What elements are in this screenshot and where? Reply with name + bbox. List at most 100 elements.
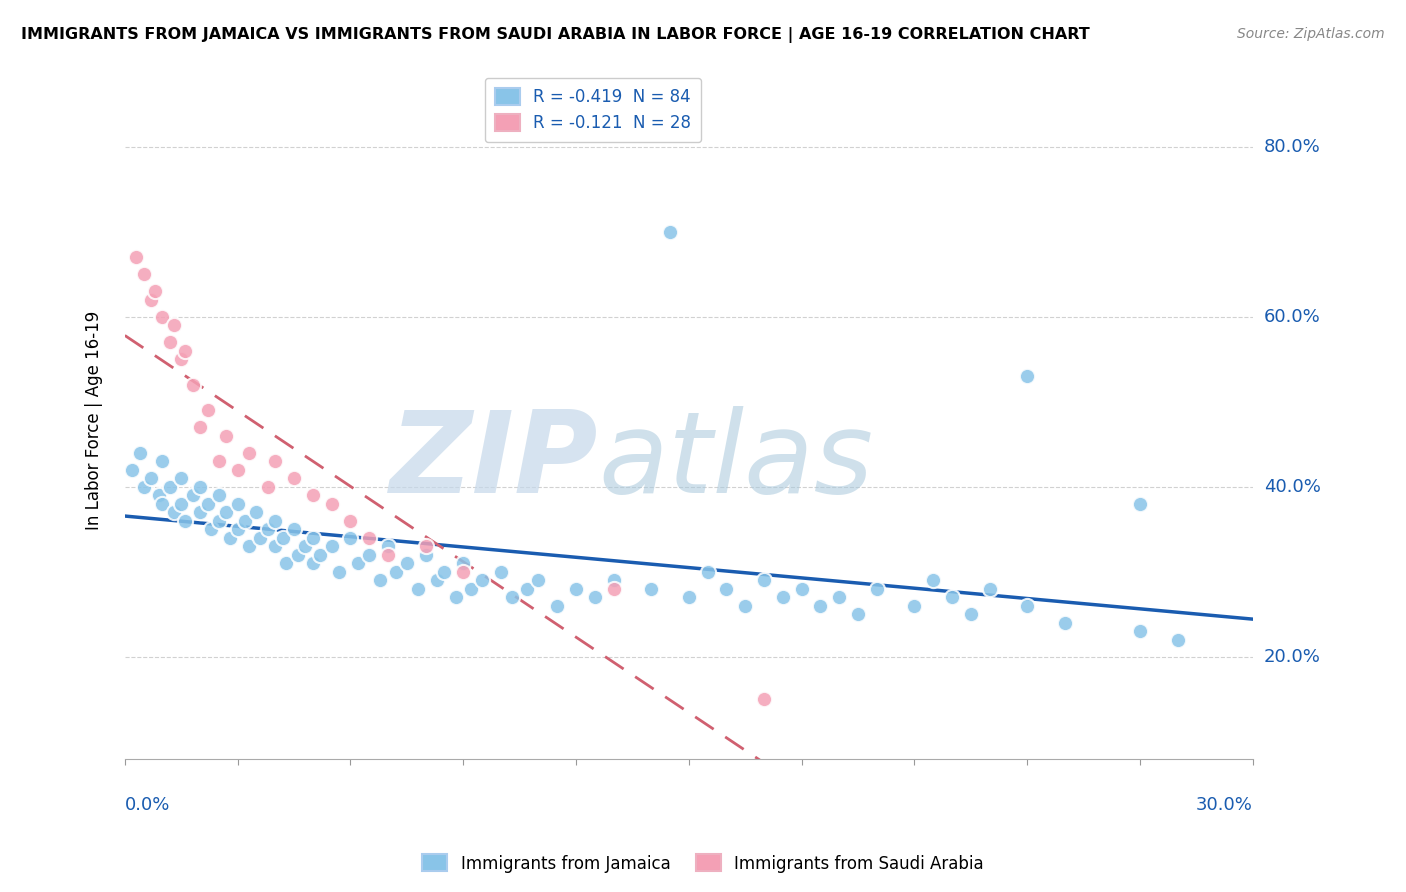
- Text: 40.0%: 40.0%: [1264, 478, 1320, 496]
- Point: [219, 531, 242, 545]
- Point: [215, 505, 238, 519]
- Point: [170, 471, 193, 485]
- Point: [866, 582, 889, 596]
- Point: [226, 522, 249, 536]
- Point: [125, 250, 148, 264]
- Point: [678, 591, 700, 605]
- Point: [163, 505, 186, 519]
- Point: [384, 565, 406, 579]
- Point: [433, 565, 456, 579]
- Point: [128, 446, 150, 460]
- Point: [339, 514, 361, 528]
- Point: [301, 556, 323, 570]
- Point: [1053, 615, 1076, 630]
- Point: [696, 565, 718, 579]
- Point: [1017, 369, 1039, 384]
- Point: [377, 548, 399, 562]
- Point: [301, 488, 323, 502]
- Point: [426, 573, 449, 587]
- Point: [752, 692, 775, 706]
- Point: [846, 607, 869, 622]
- Point: [922, 573, 945, 587]
- Text: 20.0%: 20.0%: [1264, 648, 1320, 665]
- Text: 60.0%: 60.0%: [1264, 308, 1320, 326]
- Point: [188, 420, 211, 434]
- Point: [979, 582, 1001, 596]
- Point: [197, 497, 219, 511]
- Point: [181, 488, 204, 502]
- Point: [264, 454, 287, 468]
- Point: [359, 531, 381, 545]
- Point: [256, 522, 278, 536]
- Point: [132, 480, 155, 494]
- Point: [188, 480, 211, 494]
- Point: [377, 539, 399, 553]
- Point: [583, 591, 606, 605]
- Point: [197, 403, 219, 417]
- Point: [370, 573, 392, 587]
- Point: [256, 480, 278, 494]
- Point: [716, 582, 738, 596]
- Text: IMMIGRANTS FROM JAMAICA VS IMMIGRANTS FROM SAUDI ARABIA IN LABOR FORCE | AGE 16-: IMMIGRANTS FROM JAMAICA VS IMMIGRANTS FR…: [21, 27, 1090, 43]
- Legend: R = -0.419  N = 84, R = -0.121  N = 28: R = -0.419 N = 84, R = -0.121 N = 28: [485, 78, 702, 143]
- Point: [328, 565, 350, 579]
- Point: [238, 539, 260, 553]
- Point: [752, 573, 775, 587]
- Point: [287, 548, 309, 562]
- Point: [828, 591, 851, 605]
- Point: [226, 463, 249, 477]
- Point: [790, 582, 813, 596]
- Point: [527, 573, 550, 587]
- Point: [170, 352, 193, 367]
- Point: [602, 582, 624, 596]
- Point: [215, 428, 238, 442]
- Point: [276, 556, 298, 570]
- Point: [309, 548, 332, 562]
- Point: [339, 531, 361, 545]
- Point: [208, 454, 231, 468]
- Point: [415, 539, 437, 553]
- Point: [772, 591, 794, 605]
- Y-axis label: In Labor Force | Age 16-19: In Labor Force | Age 16-19: [86, 311, 103, 531]
- Point: [238, 446, 260, 460]
- Point: [959, 607, 981, 622]
- Point: [283, 471, 305, 485]
- Point: [406, 582, 429, 596]
- Point: [208, 488, 231, 502]
- Point: [233, 514, 256, 528]
- Text: 30.0%: 30.0%: [1197, 796, 1253, 814]
- Point: [132, 267, 155, 281]
- Point: [152, 454, 174, 468]
- Point: [451, 556, 474, 570]
- Point: [301, 531, 323, 545]
- Text: ZIP: ZIP: [389, 406, 599, 516]
- Point: [249, 531, 271, 545]
- Text: 80.0%: 80.0%: [1264, 137, 1320, 155]
- Point: [283, 522, 305, 536]
- Point: [1166, 632, 1188, 647]
- Point: [451, 565, 474, 579]
- Point: [143, 284, 166, 298]
- Point: [181, 377, 204, 392]
- Point: [395, 556, 418, 570]
- Legend: Immigrants from Jamaica, Immigrants from Saudi Arabia: Immigrants from Jamaica, Immigrants from…: [416, 847, 990, 880]
- Point: [321, 539, 343, 553]
- Point: [174, 343, 197, 358]
- Point: [347, 556, 370, 570]
- Point: [226, 497, 249, 511]
- Point: [245, 505, 267, 519]
- Point: [941, 591, 963, 605]
- Point: [141, 471, 163, 485]
- Text: 0.0%: 0.0%: [125, 796, 170, 814]
- Point: [489, 565, 512, 579]
- Point: [808, 599, 831, 613]
- Point: [174, 514, 197, 528]
- Point: [1017, 599, 1039, 613]
- Point: [121, 463, 143, 477]
- Point: [294, 539, 316, 553]
- Point: [659, 225, 682, 239]
- Point: [148, 488, 170, 502]
- Point: [444, 591, 467, 605]
- Point: [460, 582, 482, 596]
- Point: [321, 497, 343, 511]
